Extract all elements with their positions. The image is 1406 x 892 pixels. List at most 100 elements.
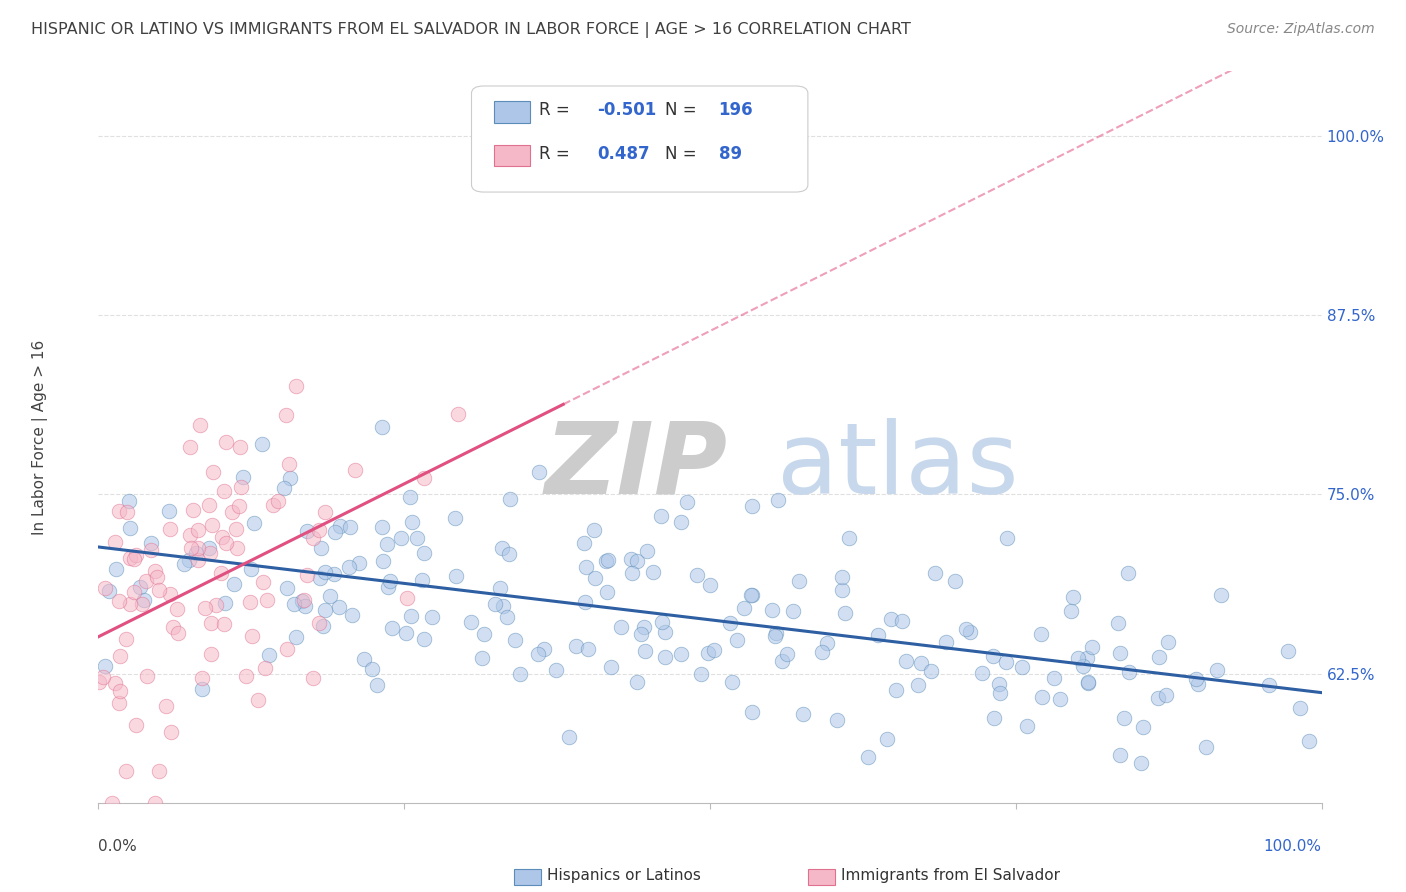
Point: [827, 713, 849, 727]
Point: [650, 509, 672, 524]
Point: [143, 796, 166, 810]
Point: [1109, 748, 1132, 763]
Point: [1043, 672, 1066, 686]
Point: [115, 764, 138, 778]
Point: [226, 541, 249, 556]
Point: [503, 632, 526, 647]
Point: [120, 550, 142, 565]
Point: [159, 522, 181, 536]
Point: [995, 655, 1018, 669]
Point: [295, 568, 318, 582]
Point: [444, 511, 467, 525]
Point: [491, 541, 513, 556]
Point: [907, 678, 929, 692]
Point: [997, 531, 1019, 545]
Point: [204, 598, 226, 612]
Point: [866, 628, 889, 642]
Point: [179, 440, 201, 454]
Text: Immigrants from El Salvador: Immigrants from El Salvador: [841, 869, 1060, 883]
Point: [200, 647, 222, 661]
Point: [817, 636, 839, 650]
Point: [876, 731, 898, 746]
Point: [1077, 676, 1099, 690]
Point: [120, 521, 142, 535]
Point: [920, 664, 942, 678]
Point: [411, 574, 433, 588]
Point: [329, 518, 352, 533]
Point: [184, 546, 207, 560]
Point: [1112, 710, 1135, 724]
Point: [232, 470, 254, 484]
Point: [669, 515, 692, 529]
Point: [122, 585, 145, 599]
Point: [347, 557, 370, 571]
Point: [215, 435, 238, 450]
Point: [619, 551, 641, 566]
Point: [214, 596, 236, 610]
Point: [856, 749, 879, 764]
Text: Source: ZipAtlas.com: Source: ZipAtlas.com: [1227, 22, 1375, 37]
Point: [633, 619, 655, 633]
Point: [339, 520, 361, 534]
Point: [371, 420, 394, 434]
Point: [285, 379, 308, 393]
Point: [104, 534, 127, 549]
Point: [1076, 651, 1098, 665]
Point: [574, 595, 596, 609]
Point: [146, 570, 169, 584]
Point: [221, 505, 243, 519]
Point: [340, 608, 363, 623]
Point: [173, 557, 195, 571]
Point: [125, 718, 148, 732]
Point: [314, 566, 336, 580]
Point: [256, 593, 278, 607]
Point: [565, 639, 588, 653]
Point: [159, 504, 181, 518]
Point: [143, 564, 166, 578]
Point: [765, 626, 787, 640]
Point: [959, 624, 981, 639]
Point: [1116, 566, 1139, 580]
Point: [120, 598, 142, 612]
Point: [943, 574, 966, 588]
Point: [91, 670, 114, 684]
Point: [498, 548, 520, 562]
Point: [572, 536, 595, 550]
Point: [284, 630, 307, 644]
Point: [626, 675, 648, 690]
Point: [198, 498, 221, 512]
Point: [101, 796, 124, 810]
Point: [291, 594, 314, 608]
Point: [162, 620, 184, 634]
Point: [654, 624, 676, 639]
Point: [399, 490, 422, 504]
Point: [148, 764, 170, 778]
Point: [733, 600, 755, 615]
Point: [981, 649, 1004, 664]
Point: [1029, 626, 1052, 640]
Point: [222, 577, 245, 591]
Text: HISPANIC OR LATINO VS IMMIGRANTS FROM EL SALVADOR IN LABOR FORCE | AGE > 16 CORR: HISPANIC OR LATINO VS IMMIGRANTS FROM EL…: [31, 22, 911, 38]
Point: [1060, 604, 1083, 618]
Point: [389, 531, 412, 545]
Point: [378, 574, 401, 588]
Point: [273, 481, 295, 495]
Text: 0.0%: 0.0%: [98, 839, 138, 855]
FancyBboxPatch shape: [494, 101, 530, 122]
Point: [276, 581, 298, 595]
Point: [741, 588, 763, 602]
Point: [314, 603, 336, 617]
Point: [228, 499, 250, 513]
Point: [198, 546, 221, 560]
Point: [177, 553, 200, 567]
Point: [201, 517, 224, 532]
Point: [381, 621, 404, 635]
Point: [115, 505, 138, 519]
Point: [97, 583, 120, 598]
Point: [1206, 663, 1229, 677]
Point: [295, 524, 318, 538]
Point: [761, 603, 783, 617]
Point: [323, 566, 346, 581]
Point: [308, 615, 330, 630]
Text: Hispanics or Latinos: Hispanics or Latinos: [547, 869, 702, 883]
